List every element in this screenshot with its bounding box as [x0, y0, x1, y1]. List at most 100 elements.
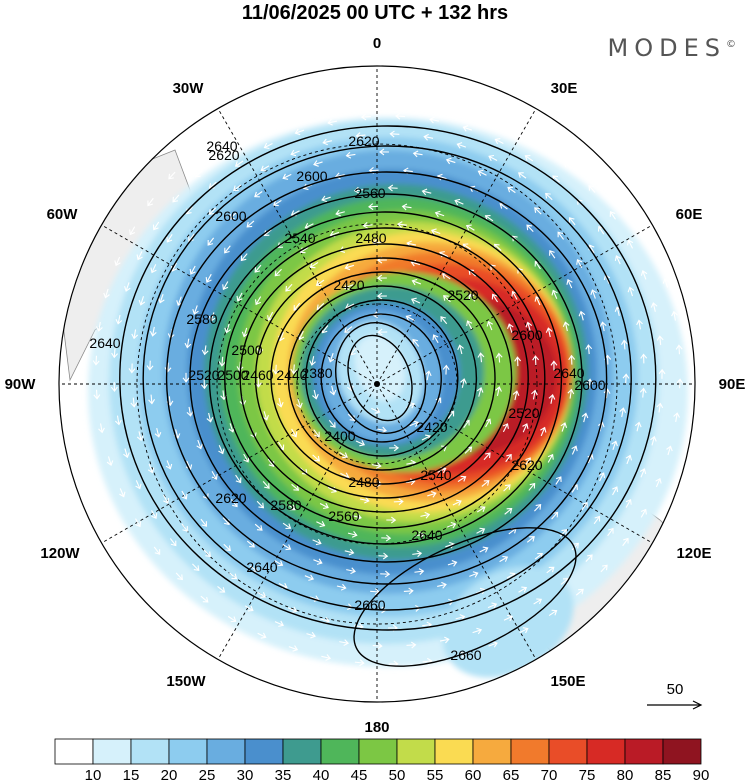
streamline-arrow — [485, 215, 494, 222]
streamline-arrowhead — [411, 278, 418, 286]
streamline-arrow — [437, 467, 446, 473]
streamline-arrowhead — [397, 221, 403, 228]
streamline-arrowhead — [548, 394, 556, 400]
contour-line — [270, 271, 496, 485]
streamline-arrowhead — [278, 96, 284, 103]
streamline-arrow — [409, 421, 419, 427]
streamline-arrowhead — [506, 453, 512, 460]
streamline-arrowhead — [334, 172, 341, 180]
streamline-arrowhead — [323, 502, 329, 509]
streamline-arrow — [457, 143, 467, 148]
streamline-arrow — [667, 446, 672, 456]
streamline-arrowhead — [623, 537, 629, 544]
streamline-arrowhead — [345, 303, 351, 310]
streamline-arrowhead — [588, 184, 595, 191]
streamline-arrowhead — [344, 263, 351, 271]
streamline-arrowhead — [246, 221, 253, 228]
lon-label-150w: 150W — [166, 673, 206, 690]
streamline-arrow — [479, 353, 483, 363]
streamline-arrowhead — [205, 277, 212, 283]
streamline-arrow — [612, 441, 617, 451]
streamline-arrow — [321, 325, 329, 333]
streamline-arrow — [610, 211, 616, 220]
streamline-arrowhead — [312, 393, 319, 400]
streamline-arrowhead — [477, 352, 485, 358]
streamline-arrowhead — [186, 411, 194, 417]
streamline-arrow — [260, 165, 270, 171]
streamline-arrowhead — [225, 545, 231, 552]
streamline-arrow — [461, 378, 465, 388]
streamline-arrowhead — [511, 235, 518, 242]
streamline-arrow — [278, 583, 288, 589]
streamline-arrowhead — [590, 289, 597, 296]
streamline-arrowhead — [656, 402, 664, 409]
streamline-arrow — [454, 199, 464, 205]
streamline-arrow — [295, 129, 305, 134]
streamline-arrowhead — [202, 596, 209, 603]
streamline-arrow — [626, 455, 631, 465]
streamline-arrowhead — [138, 299, 146, 306]
streamline-arrowhead — [201, 349, 209, 356]
streamline-arrowhead — [106, 460, 114, 466]
streamline-arrow — [506, 573, 516, 579]
streamline-arrow — [285, 283, 293, 292]
streamline-arrowhead — [249, 541, 255, 548]
streamline-arrowhead — [260, 632, 267, 639]
streamline-arrow — [237, 292, 243, 302]
streamline-arrow — [188, 406, 192, 416]
streamline-arrow — [422, 660, 432, 663]
streamline-arrow — [612, 486, 618, 496]
streamline-arrow — [525, 155, 534, 162]
streamline-arrow — [98, 321, 101, 332]
streamline-arrowhead — [441, 581, 447, 589]
contour-line — [287, 285, 478, 471]
streamline-arrow — [560, 578, 569, 585]
streamline-arrow — [555, 476, 562, 485]
streamline-arrow — [505, 454, 512, 463]
streamline-arrowhead — [522, 627, 529, 634]
streamline-arrowhead — [152, 224, 159, 231]
streamline-arrowhead — [418, 531, 425, 539]
streamline-arrowhead — [272, 200, 279, 207]
copyright-mark: © — [726, 39, 736, 50]
streamline-arrowhead — [459, 614, 466, 621]
streamline-arrow — [527, 322, 531, 332]
streamline-arrowhead — [170, 540, 177, 547]
streamline-arrowhead — [602, 564, 608, 571]
streamline-arrowhead — [514, 356, 522, 362]
meridian-line — [376, 383, 537, 660]
streamline-arrow — [195, 170, 203, 178]
streamline-arrowhead — [289, 504, 296, 511]
contour-label: 2640 — [89, 335, 120, 351]
colorbar-swatch — [54, 738, 94, 765]
streamline-arrowhead — [282, 173, 289, 180]
streamline-arrow — [483, 452, 491, 461]
streamline-arrow — [347, 532, 357, 536]
lon-label-150e: 150E — [550, 673, 585, 690]
streamline-arrow — [278, 97, 288, 102]
streamline-arrowhead — [349, 415, 356, 421]
streamline-arrowhead — [243, 456, 250, 463]
contour-label: 2540 — [420, 467, 451, 483]
streamline-arrowhead — [455, 499, 462, 506]
colorbar-swatch — [510, 738, 550, 765]
streamline-arrowhead — [552, 511, 559, 518]
streamline-arrowhead — [248, 130, 255, 137]
streamline-arrowhead — [147, 467, 155, 474]
contour-label: 2660 — [450, 647, 481, 663]
streamline-arrowhead — [146, 365, 154, 371]
streamline-arrowhead — [587, 453, 594, 460]
streamline-arrow — [598, 226, 605, 235]
streamline-arrowhead — [308, 574, 315, 581]
streamline-arrow — [135, 480, 141, 489]
colorbar-swatch — [244, 738, 284, 765]
streamline-arrow — [339, 641, 349, 644]
streamline-arrow — [675, 412, 678, 423]
streamline-arrowhead — [585, 344, 593, 350]
streamline-arrowhead — [377, 76, 383, 84]
streamline-arrowhead — [181, 493, 188, 500]
lon-label-90e: 90E — [719, 376, 746, 393]
streamline-arrow — [310, 261, 319, 268]
streamline-arrow — [346, 569, 356, 573]
